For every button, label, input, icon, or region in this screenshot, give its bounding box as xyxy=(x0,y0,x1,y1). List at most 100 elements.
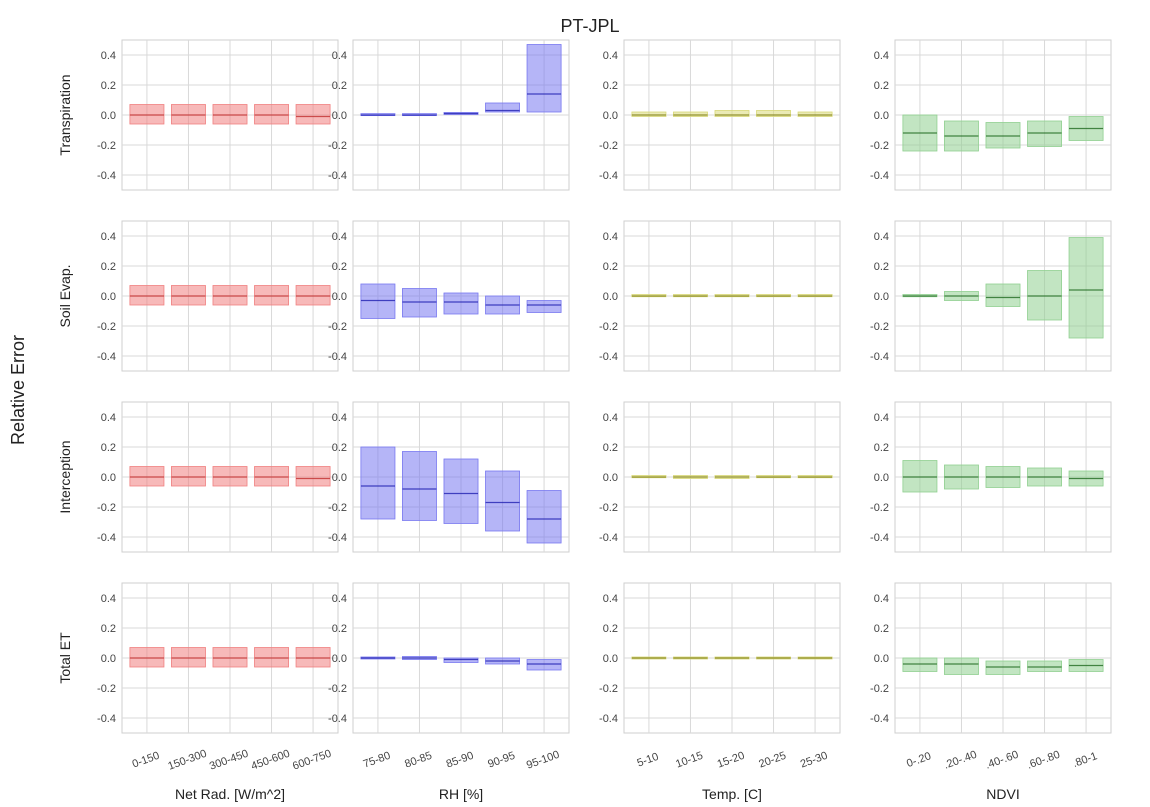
row-label-soil-evap: Soil Evap. xyxy=(57,264,73,327)
row-label-total-et: Total ET xyxy=(57,632,73,684)
y-tick-label: -0.4 xyxy=(870,351,889,363)
panel-transpiration-net-rad-w-m-2: -0.4 -0.2 0.0 0.2 0.4 xyxy=(97,39,339,191)
panel-soil-evap-ndvi: -0.4 -0.2 0.0 0.2 0.4 xyxy=(870,220,1112,372)
y-tick-label: -0.4 xyxy=(97,532,116,544)
x-tick-label-75-80: 75-80 xyxy=(362,750,393,771)
y-tick-label: -0.4 xyxy=(328,713,347,725)
box-total-et-60-80 xyxy=(1027,660,1062,672)
x-tick-label-5-10: 5-10 xyxy=(635,751,660,770)
y-tick-label: -0.2 xyxy=(97,321,116,333)
y-tick-label: -0.2 xyxy=(97,140,116,152)
panel-interception-ndvi: -0.4 -0.2 0.0 0.2 0.4 xyxy=(870,401,1112,553)
y-tick-label: 0.4 xyxy=(874,412,889,424)
y-tick-label: 0.0 xyxy=(874,472,889,484)
y-tick-label: 0.4 xyxy=(603,593,618,605)
box-total-et-85-90 xyxy=(443,657,479,663)
panel-interception-rh: -0.4 -0.2 0.0 0.2 0.4 xyxy=(328,401,570,553)
x-tick-label-450-600: 450-600 xyxy=(249,748,291,773)
y-tick-label: -0.4 xyxy=(97,713,116,725)
y-tick-label: 0.4 xyxy=(101,593,116,605)
y-tick-label: -0.4 xyxy=(599,351,618,363)
y-tick-label: 0.0 xyxy=(874,110,889,122)
y-tick-label: 0.4 xyxy=(874,50,889,62)
y-tick-label: 0.2 xyxy=(874,442,889,454)
y-tick-label: 0.2 xyxy=(603,80,618,92)
box-interception-450-600 xyxy=(254,466,289,487)
y-tick-label: 0.2 xyxy=(332,623,347,635)
x-tick-label-300-450: 300-450 xyxy=(208,748,250,773)
y-tick-label: -0.2 xyxy=(599,683,618,695)
y-tick-label: -0.2 xyxy=(599,502,618,514)
y-tick-label: -0.2 xyxy=(328,321,347,333)
y-tick-label: -0.4 xyxy=(97,351,116,363)
y-tick-label: 0.4 xyxy=(101,50,116,62)
x-axis-label-temp-c: Temp. [C] xyxy=(702,786,762,802)
y-tick-label: 0.2 xyxy=(101,80,116,92)
box-total-et-300-450 xyxy=(212,647,248,668)
y-tick-label: 0.0 xyxy=(332,472,347,484)
box-soil-evap-600-750 xyxy=(295,285,331,306)
x-tick-label-20-25: 20-25 xyxy=(757,750,788,771)
x-tick-label-15-20: 15-20 xyxy=(716,750,747,771)
box-total-et-150-300 xyxy=(171,647,206,668)
y-tick-label: -0.2 xyxy=(870,683,889,695)
y-tick-label: -0.2 xyxy=(97,683,116,695)
panel-total-et-net-rad-w-m-2: -0.4 -0.2 0.0 0.2 0.4 0-150 150-300 300-450 450-… xyxy=(97,582,339,802)
y-tick-label: -0.4 xyxy=(870,713,889,725)
y-tick-label: -0.4 xyxy=(599,170,618,182)
box-interception-95-100 xyxy=(526,490,562,544)
panel-total-et-temp-c: -0.4 -0.2 0.0 0.2 0.4 5-10 10-15 15-20 20-25 25-3… xyxy=(599,582,841,802)
y-tick-label: 0.4 xyxy=(603,231,618,243)
box-interception-85-90 xyxy=(443,458,479,524)
panel-transpiration-temp-c: -0.4 -0.2 0.0 0.2 0.4 xyxy=(599,39,841,191)
y-tick-label: -0.4 xyxy=(328,170,347,182)
x-tick-label-40-60: .40-.60 xyxy=(984,749,1020,772)
box-interception-150-300 xyxy=(171,466,206,487)
box-interception-75-80 xyxy=(360,446,396,520)
y-tick-label: 0.2 xyxy=(874,261,889,273)
box-transpiration-40-60 xyxy=(985,122,1021,149)
panel-soil-evap-rh: -0.4 -0.2 0.0 0.2 0.4 xyxy=(328,220,570,372)
y-tick-label: -0.4 xyxy=(328,351,347,363)
x-tick-label-80-1: .80-1 xyxy=(1071,750,1099,770)
y-tick-label: 0.4 xyxy=(332,231,347,243)
panel-interception-temp-c: -0.4 -0.2 0.0 0.2 0.4 xyxy=(599,401,841,553)
y-tick-label: 0.2 xyxy=(101,261,116,273)
y-tick-label: -0.2 xyxy=(870,140,889,152)
y-tick-label: 0.0 xyxy=(332,110,347,122)
y-tick-label: 0.4 xyxy=(874,593,889,605)
box-interception-90-95 xyxy=(485,470,520,532)
box-soil-evap-40-60 xyxy=(985,283,1021,307)
y-tick-label: 0.0 xyxy=(603,472,618,484)
y-tick-label: 0.2 xyxy=(332,80,347,92)
box-total-et-20-40 xyxy=(944,657,979,675)
box-interception-80-85 xyxy=(402,451,437,521)
panel-total-et-rh: -0.4 -0.2 0.0 0.2 0.4 75-80 80-85 85-90 90-95 95-… xyxy=(328,582,570,802)
box-transpiration-5-10 xyxy=(631,111,667,117)
x-tick-label-10-15: 10-15 xyxy=(674,750,705,771)
y-tick-label: 0.2 xyxy=(603,442,618,454)
y-tick-label: -0.4 xyxy=(97,170,116,182)
y-tick-label: 0.0 xyxy=(332,653,347,665)
panel-soil-evap-temp-c: -0.4 -0.2 0.0 0.2 0.4 xyxy=(599,220,841,372)
x-tick-label-80-85: 80-85 xyxy=(403,750,434,771)
y-tick-label: 0.4 xyxy=(101,231,116,243)
x-tick-label-60-80: .60-.80 xyxy=(1025,749,1061,772)
y-tick-label: 0.4 xyxy=(603,412,618,424)
y-tick-label: -0.2 xyxy=(599,321,618,333)
y-tick-label: 0.2 xyxy=(332,442,347,454)
box-total-et-0-20 xyxy=(902,657,938,672)
box-transpiration-95-100 xyxy=(526,44,562,113)
x-tick-label-25-30: 25-30 xyxy=(799,750,830,771)
box-soil-evap-80-85 xyxy=(402,288,437,318)
y-tick-label: -0.2 xyxy=(599,140,618,152)
y-tick-label: 0.0 xyxy=(101,472,116,484)
panel-soil-evap-net-rad-w-m-2: -0.4 -0.2 0.0 0.2 0.4 xyxy=(97,220,339,372)
y-tick-label: 0.2 xyxy=(603,261,618,273)
y-tick-label: 0.0 xyxy=(101,110,116,122)
box-transpiration-25-30 xyxy=(797,111,833,117)
y-tick-label: 0.2 xyxy=(874,623,889,635)
box-total-et-450-600 xyxy=(254,647,289,668)
x-axis-label-ndvi: NDVI xyxy=(986,786,1019,802)
